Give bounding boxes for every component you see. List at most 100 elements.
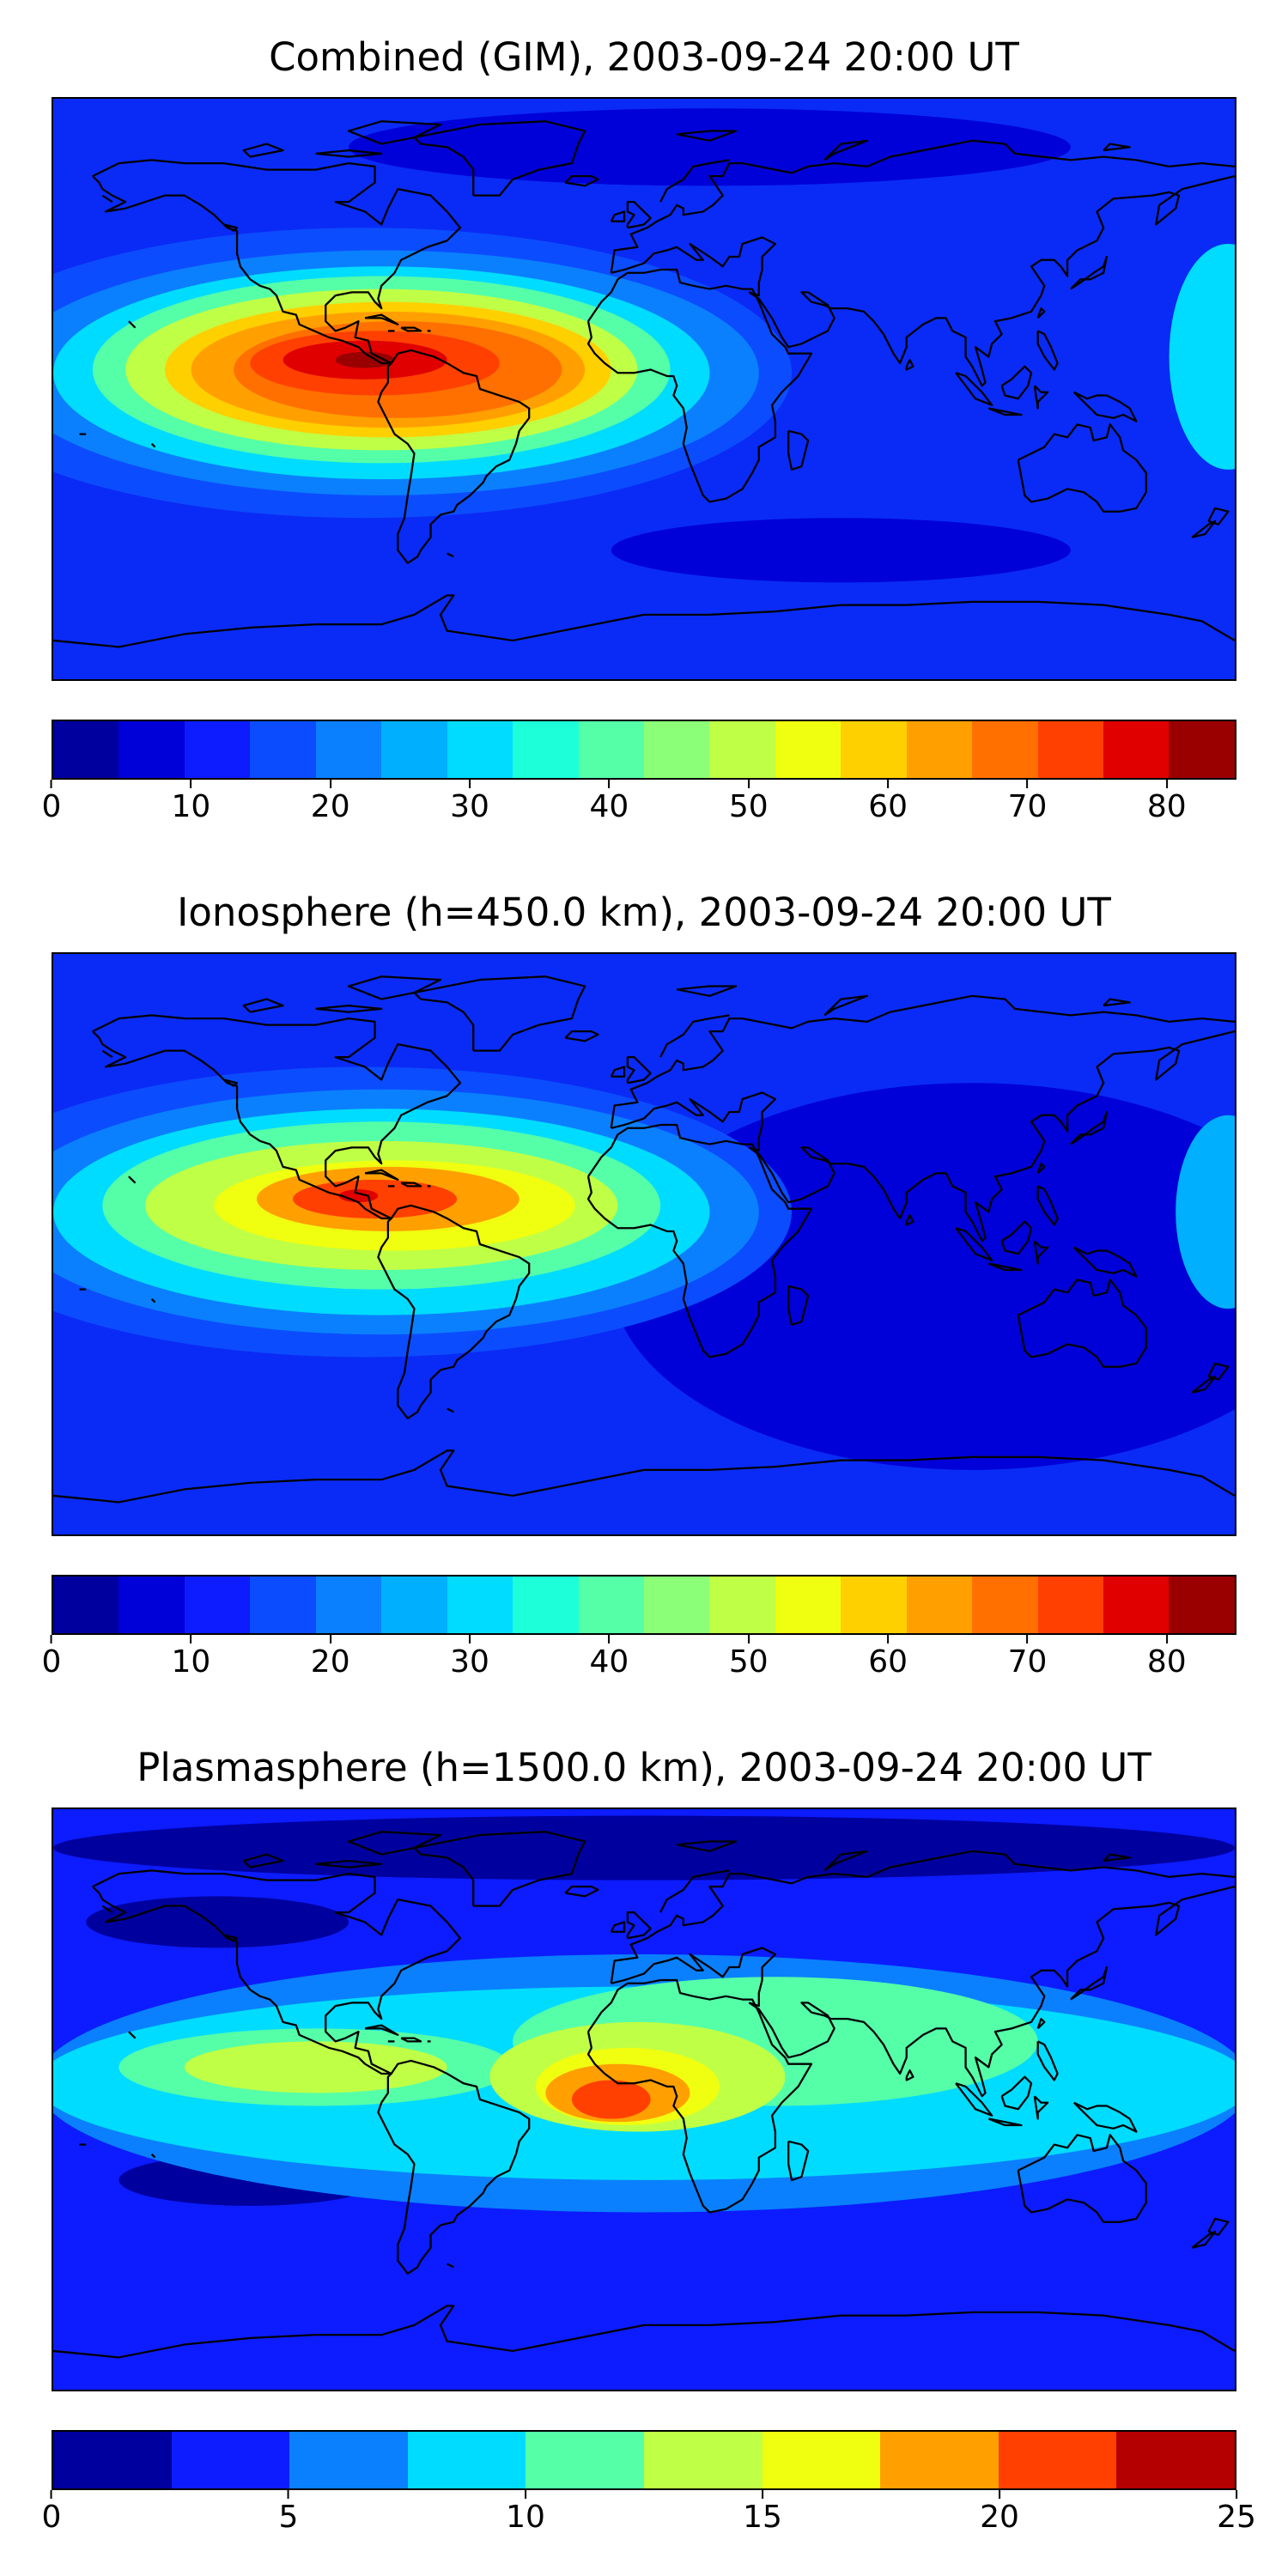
tec-map (52, 97, 1236, 681)
coastline (1072, 1246, 1138, 1278)
map-canvas (53, 99, 1235, 679)
coastline (222, 1934, 239, 1942)
coastline (610, 1066, 626, 1078)
colorbar-tick-label: 50 (728, 789, 769, 824)
colorbar-segment (1169, 721, 1235, 778)
coastline (1036, 330, 1059, 371)
coastline (400, 1182, 422, 1188)
colorbar-tick-label: 20 (310, 789, 350, 824)
coastline (1072, 2101, 1138, 2133)
colorbar-tick-label: 0 (41, 2500, 62, 2535)
colorbar-segment (1169, 1577, 1235, 1633)
coastline (611, 1947, 777, 2008)
coastline (748, 175, 1235, 387)
colorbar-segment (709, 721, 775, 778)
colorbar-segment (118, 1577, 185, 1633)
colorbar-ticks: 0 10 20 30 40 50 60 70 80 (42, 788, 1236, 840)
coastline (101, 194, 113, 204)
coastline (1017, 423, 1147, 513)
coastline (564, 1886, 599, 1898)
coastline (905, 2069, 914, 2081)
coastline (101, 1905, 113, 1914)
colorbar-segment (184, 721, 251, 778)
coastline (347, 975, 442, 1000)
coastline (586, 268, 813, 503)
colorbar-segment (1116, 2432, 1235, 2488)
coastline (1070, 1110, 1109, 1145)
coastline (610, 994, 1235, 1128)
tec-map (52, 952, 1236, 1536)
coastline (987, 407, 1023, 416)
coastline (92, 1014, 462, 1220)
colorbar-tick-label: 10 (171, 789, 211, 824)
coastline (1036, 1162, 1046, 1175)
colorbar (52, 1575, 1236, 1635)
coastline (1017, 1279, 1147, 1368)
colorbar-segment (841, 1577, 907, 1633)
colorbar-tick-label: 70 (1007, 1644, 1048, 1680)
coastline (626, 1056, 652, 1084)
panel-title: Combined (GIM), 2003-09-24 20:00 UT (269, 34, 1019, 80)
colorbar-tick-label: 60 (868, 1644, 908, 1680)
coastline (611, 236, 777, 297)
coastline (150, 2154, 156, 2159)
colorbar-tick-label: 70 (1007, 789, 1048, 824)
colorbar-segment (447, 721, 513, 778)
coastline (955, 372, 993, 406)
coastline (787, 429, 810, 471)
colorbar-segment (184, 1577, 251, 1633)
coastline (377, 349, 531, 564)
colorbar-tick-label: 20 (980, 2500, 1019, 2535)
coastline (586, 1978, 813, 2214)
coastline (1036, 307, 1046, 319)
colorbar-segment (775, 1577, 841, 1633)
colorbar-segment (289, 2432, 408, 2488)
tec-contour (53, 1815, 1235, 1880)
colorbar-ticks: 0 5 10 15 20 25 (42, 2499, 1256, 2550)
colorbar-segment (972, 1577, 1038, 1633)
coastline (222, 223, 239, 232)
coastline (676, 130, 738, 142)
colorbar-segment (513, 1577, 579, 1633)
coastline (564, 1030, 599, 1042)
colorbar-segment (709, 1577, 775, 1633)
tec-contour (349, 108, 1071, 186)
coastline (626, 201, 652, 229)
colorbar-segment (381, 1577, 447, 1633)
colorbar-segment (526, 2432, 644, 2488)
colorbar-tick-label: 50 (728, 1644, 769, 1680)
coastline (748, 1886, 1235, 2098)
coastline (413, 1831, 586, 1907)
colorbar-tick-label: 20 (310, 1644, 350, 1680)
coastline (92, 159, 462, 365)
colorbar-tick-label: 5 (278, 2500, 299, 2535)
coastline (1103, 143, 1131, 152)
coastline (92, 1869, 462, 2075)
panel-title: Plasmasphere (h=1500.0 km), 2003-09-24 2… (137, 1745, 1151, 1790)
coastline (377, 2059, 531, 2275)
colorbar-tick-label: 30 (450, 1644, 489, 1680)
colorbar-tick-label: 10 (506, 2500, 545, 2535)
coastline (823, 1850, 869, 1872)
map-canvas (53, 954, 1235, 1534)
coastline (905, 1214, 914, 1226)
coastline (659, 1014, 730, 1058)
coastline (1000, 2075, 1033, 2111)
colorbar-ticks: 0 10 20 30 40 50 60 70 80 (42, 1643, 1236, 1695)
coastline (1103, 998, 1131, 1007)
tec-contour (335, 351, 395, 368)
coastline (1036, 1185, 1059, 1226)
coastline (413, 120, 586, 197)
coastline (955, 1227, 993, 1261)
colorbar-segment (407, 2432, 526, 2488)
colorbar-segment (513, 721, 579, 778)
colorbar-segment (53, 1577, 119, 1633)
coastline (987, 2117, 1023, 2127)
colorbar-segment (643, 721, 710, 778)
colorbar-tick-label: 30 (450, 789, 489, 824)
colorbar-segment (118, 721, 185, 778)
coastline (564, 175, 599, 187)
coastline (676, 985, 738, 997)
coastline (1000, 1220, 1033, 1255)
tec-contour (1176, 1115, 1235, 1309)
